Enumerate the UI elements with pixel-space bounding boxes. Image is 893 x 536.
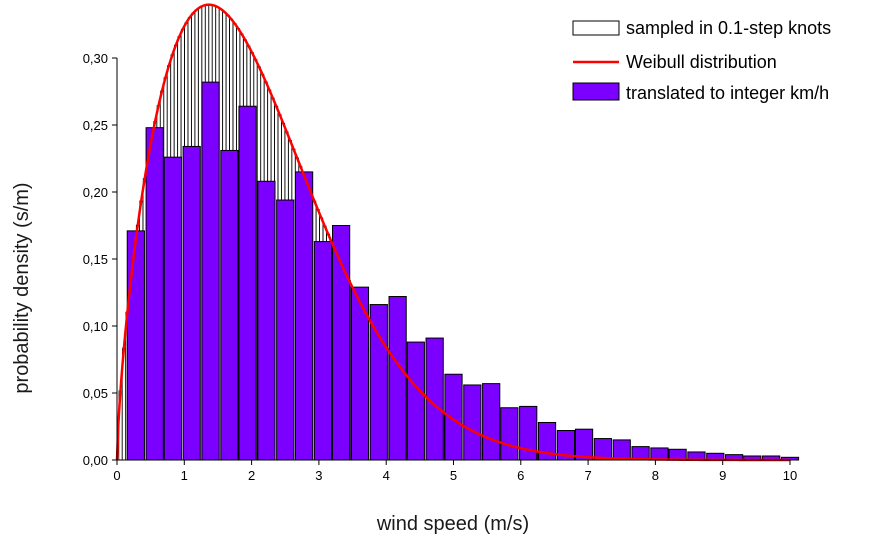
kmh-bar — [126, 230, 145, 461]
y-tick-label: 0,00 — [83, 453, 108, 468]
tick-labels: 0 1 2 3 4 5 6 7 8 9 10 0,00 0,05 0,10 0,15 0,20 0,25 0,30 — [83, 51, 798, 483]
y-tick-label: 0,30 — [83, 51, 108, 66]
x-tick-label: 8 — [652, 468, 659, 483]
legend-label-sampled: sampled in 0.1-step knots — [626, 18, 831, 38]
kmh-bar — [463, 384, 482, 461]
legend-label-kmh: translated to integer km/h — [626, 83, 829, 103]
kmh-bar — [201, 81, 220, 461]
kmh-bar — [238, 105, 257, 461]
axes — [112, 57, 791, 465]
legend-swatch-kmh — [572, 82, 620, 101]
kmh-bar — [276, 199, 295, 461]
kmh-bar — [145, 127, 164, 461]
kmh-bar — [163, 156, 182, 461]
y-tick-label: 0,15 — [83, 252, 108, 267]
y-axis-title: probability density (s/m) — [11, 182, 33, 393]
kmh-bar — [294, 171, 314, 461]
kmh-bar — [612, 439, 631, 461]
x-tick-label: 1 — [181, 468, 188, 483]
kmh-bar — [500, 407, 519, 461]
kmh-bar — [182, 145, 201, 461]
legend-swatch-sampled — [572, 20, 620, 36]
kmh-bar — [313, 241, 333, 461]
x-tick-label: 10 — [783, 468, 797, 483]
x-tick-label: 6 — [517, 468, 524, 483]
legend-label-weibull: Weibull distribution — [626, 52, 777, 72]
kmh-bar — [388, 296, 407, 461]
x-tick-label: 3 — [315, 468, 322, 483]
y-tick-label: 0,05 — [83, 386, 108, 401]
x-axis-title: wind speed (m/s) — [376, 513, 529, 535]
kmh-bar — [444, 373, 463, 461]
kmh-bar — [257, 180, 276, 461]
legend: sampled in 0.1-step knots Weibull distri… — [572, 18, 831, 103]
x-tick-label: 4 — [383, 468, 390, 483]
x-tick-label: 2 — [248, 468, 255, 483]
kmh-bar — [482, 383, 501, 461]
y-tick-label: 0,25 — [83, 118, 108, 133]
y-tick-label: 0,10 — [83, 319, 108, 334]
x-tick-label: 5 — [450, 468, 457, 483]
x-tick-label: 9 — [719, 468, 726, 483]
y-tick-label: 0,20 — [83, 185, 108, 200]
x-tick-label: 7 — [584, 468, 591, 483]
kmh-bar — [220, 149, 239, 461]
x-tick-label: 0 — [113, 468, 120, 483]
kmh-bar — [406, 341, 425, 461]
